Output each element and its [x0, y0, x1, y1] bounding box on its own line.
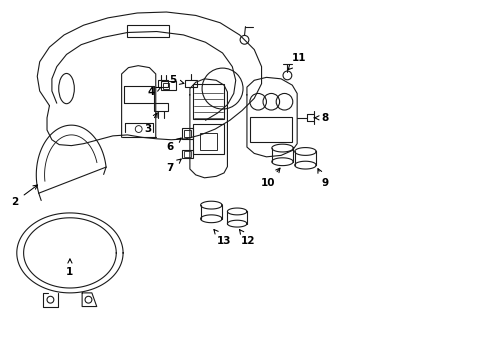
Text: 12: 12 — [239, 230, 255, 246]
Bar — [193, 124, 223, 154]
Text: 2: 2 — [11, 185, 38, 207]
Bar — [199, 134, 216, 150]
Bar — [158, 80, 168, 87]
Bar — [127, 25, 168, 37]
Text: 3: 3 — [144, 113, 157, 134]
Text: 5: 5 — [168, 75, 183, 85]
Bar — [183, 151, 190, 157]
Bar — [154, 103, 167, 111]
Text: 1: 1 — [66, 259, 73, 278]
Bar — [182, 149, 192, 158]
Text: 4: 4 — [147, 87, 161, 97]
Bar — [193, 84, 223, 119]
Text: 8: 8 — [314, 113, 328, 123]
Bar — [184, 80, 196, 87]
Text: 13: 13 — [213, 230, 231, 246]
Bar — [250, 117, 291, 142]
Bar — [182, 128, 192, 139]
Bar — [163, 83, 168, 89]
Text: 10: 10 — [260, 168, 280, 188]
Text: 9: 9 — [317, 168, 328, 188]
Text: 7: 7 — [166, 159, 181, 173]
Bar — [183, 130, 190, 137]
Text: 11: 11 — [287, 53, 306, 70]
Text: 6: 6 — [166, 138, 181, 152]
Bar — [160, 81, 176, 90]
